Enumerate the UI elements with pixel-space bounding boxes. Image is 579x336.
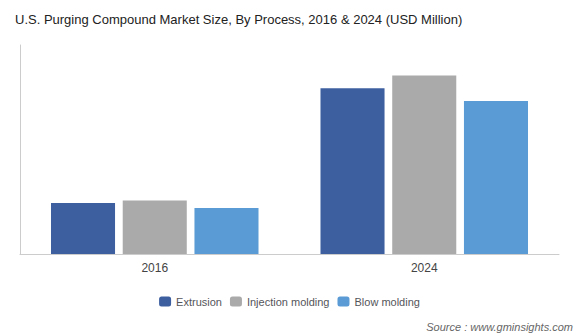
svg-text:Extrusion: Extrusion: [176, 296, 222, 308]
svg-text:Blow molding: Blow molding: [354, 296, 419, 308]
svg-text:2024: 2024: [411, 261, 438, 275]
svg-text:2016: 2016: [141, 261, 168, 275]
svg-text:Injection molding: Injection molding: [247, 296, 330, 308]
svg-text:Source : www.gminsights.com: Source : www.gminsights.com: [426, 321, 573, 333]
svg-text:U.S. Purging Compound Market S: U.S. Purging Compound Market Size, By Pr…: [15, 12, 462, 27]
